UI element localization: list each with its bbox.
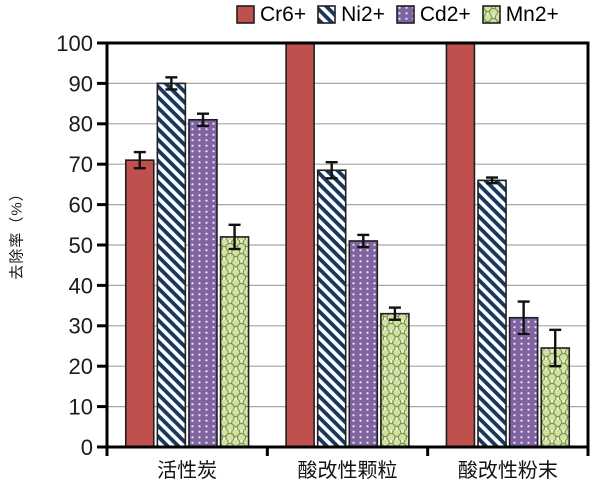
legend-label: Ni2+ xyxy=(341,3,385,26)
y-tick-label: 70 xyxy=(69,152,93,177)
y-tick-label: 0 xyxy=(81,435,93,460)
bar-Mn2+-酸改性颗粒 xyxy=(380,312,410,448)
y-tick-label: 60 xyxy=(69,193,93,218)
bar-Ni2+-活性炭 xyxy=(156,82,187,448)
error-bar xyxy=(196,112,209,128)
legend-item-cd2plus: Cd2+ xyxy=(396,4,471,25)
bar-Cd2+-活性炭 xyxy=(188,118,218,448)
bar-Ni2+-酸改性粉末 xyxy=(477,179,507,448)
legend-label: Cd2+ xyxy=(419,3,471,26)
bar-Cr6+-酸改性颗粒 xyxy=(285,42,315,448)
error-bar xyxy=(357,233,370,249)
error-bar xyxy=(517,300,530,336)
bar-Cd2+-酸改性粉末 xyxy=(508,316,539,448)
y-tick-label: 30 xyxy=(69,314,93,339)
error-bar xyxy=(133,150,146,170)
bar-Cd2+-酸改性颗粒 xyxy=(348,240,379,448)
error-bar xyxy=(228,223,241,251)
legend-swatch-ni2plus xyxy=(317,5,336,24)
x-category-label: 酸改性颗粒 xyxy=(298,459,398,482)
legend: Cr6+ Ni2+ Cd2+ Mn2+ xyxy=(236,4,559,25)
error-bar xyxy=(325,160,338,180)
y-tick-label: 100 xyxy=(56,31,93,56)
error-bar xyxy=(388,306,401,321)
legend-item-cr6plus: Cr6+ xyxy=(236,4,306,25)
x-category-label: 活性炭 xyxy=(157,459,217,482)
x-category-label: 酸改性粉末 xyxy=(458,459,558,482)
bar-Mn2+-活性炭 xyxy=(219,236,250,448)
legend-item-mn2plus: Mn2+ xyxy=(481,3,559,26)
legend-swatch-mn2plus xyxy=(481,5,501,24)
error-bar xyxy=(549,328,562,368)
error-bar xyxy=(165,76,178,91)
legend-label: Cr6+ xyxy=(260,3,307,26)
y-tick-label: 50 xyxy=(69,233,93,258)
bar-Ni2+-酸改性颗粒 xyxy=(316,169,347,448)
error-bar xyxy=(486,176,499,185)
y-tick-label: 10 xyxy=(69,395,93,420)
bar-Cr6+-酸改性粉末 xyxy=(445,42,476,448)
y-tick-label: 80 xyxy=(69,112,93,137)
legend-swatch-cr6plus xyxy=(236,5,255,24)
y-tick-label: 90 xyxy=(69,71,93,96)
bar-Cr6+-活性炭 xyxy=(124,159,155,448)
y-axis-title: 去除率（%） xyxy=(8,185,26,280)
y-tick-label: 40 xyxy=(69,273,93,298)
legend-label: Mn2+ xyxy=(505,3,559,26)
y-tick-label: 20 xyxy=(69,354,93,379)
legend-item-ni2plus: Ni2+ xyxy=(317,4,385,25)
legend-swatch-cd2plus xyxy=(396,5,415,24)
